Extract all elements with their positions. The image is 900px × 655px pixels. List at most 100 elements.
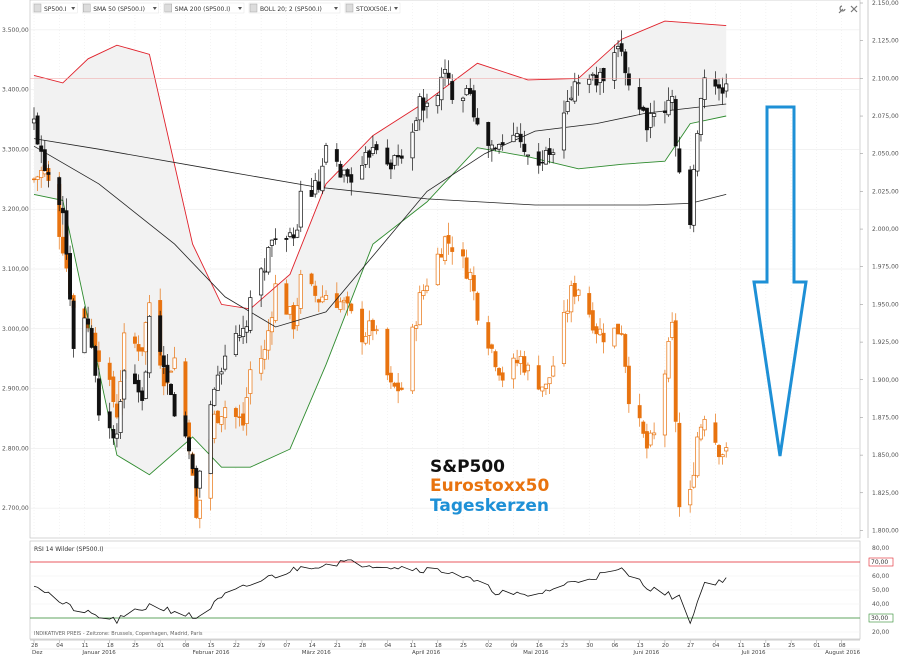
right-tick-label: 1.800,00 (872, 527, 899, 534)
candle (486, 121, 491, 158)
candle (475, 108, 480, 126)
close-icon[interactable] (850, 5, 858, 13)
toolbar-item[interactable]: SP500.I (32, 2, 78, 14)
rsi-tick-label: 50,00 (872, 587, 889, 594)
right-tick-label: 2.100,00 (872, 75, 899, 82)
candle (197, 499, 202, 529)
toolbar-item[interactable]: SMA 50 (SP500.I) (81, 2, 159, 14)
dropdown-arrow-icon[interactable] (334, 7, 338, 10)
x-month-label: Februar 2016 (193, 650, 230, 655)
candle (525, 362, 530, 381)
candle (35, 175, 40, 192)
candle (565, 89, 570, 115)
bollinger-lower-line (33, 115, 727, 476)
candle (233, 406, 238, 429)
left-tick-label: 3.100,00 (2, 266, 29, 273)
rsi-lower-marker: 30,00 (868, 613, 894, 623)
candle (374, 325, 379, 335)
candle (93, 344, 98, 383)
sma50-line (33, 103, 727, 328)
candle (717, 78, 721, 101)
candle (259, 267, 264, 307)
source-text: INDIKATIVER PREIS - Zeitzone: Brussels, … (34, 631, 203, 637)
candle (215, 365, 220, 391)
candle (543, 383, 548, 396)
right-tick-label: 2.075,00 (872, 113, 899, 120)
dropdown-arrow-icon[interactable] (394, 7, 398, 10)
rsi-title: RSI 14 Wilder (SP500.I) (34, 546, 103, 553)
toolbar-item[interactable]: BOLL 20; 2 (SP500.I) (248, 2, 341, 14)
candle (695, 432, 700, 478)
candle (248, 290, 253, 334)
rsi-tick-label: 20,00 (872, 629, 889, 636)
candle (298, 180, 303, 233)
wrench-icon[interactable] (838, 5, 846, 14)
dropdown-arrow-icon[interactable] (152, 7, 157, 10)
candle (717, 444, 721, 465)
candle (695, 130, 700, 177)
candle (388, 159, 393, 179)
dropdown-arrow-icon[interactable] (71, 7, 76, 10)
x-day-label: 01 (813, 643, 820, 649)
x-day-label: 11 (410, 643, 417, 649)
candle (648, 430, 653, 448)
x-day-label: 23 (561, 643, 568, 649)
candle (320, 158, 325, 195)
candle (673, 95, 678, 157)
candle (446, 222, 451, 255)
x-day-label: 06 (611, 643, 618, 649)
candle (641, 420, 646, 438)
candle (284, 279, 289, 315)
candle (601, 67, 606, 93)
x-day-label: 29 (258, 643, 265, 649)
x-day-label: 08 (839, 643, 846, 649)
candle (367, 149, 372, 169)
candle (374, 141, 379, 155)
toolbar-item-swatch (345, 3, 354, 13)
candle (497, 143, 502, 154)
candle (435, 247, 440, 286)
left-tick-label: 3.400,00 (2, 87, 29, 94)
x-day-label: 08 (182, 643, 189, 649)
candle (637, 78, 642, 116)
toolbar-item[interactable]: STOXX50E.I (344, 2, 401, 14)
candle (233, 325, 238, 357)
candle (691, 164, 696, 233)
candle (612, 327, 617, 349)
candle (298, 269, 303, 314)
candle (183, 411, 188, 439)
candle (698, 423, 704, 442)
candle (424, 278, 430, 294)
candle (536, 355, 541, 391)
down-arrow-shape (752, 105, 808, 457)
candle (652, 422, 657, 440)
candle (212, 410, 217, 444)
candle (165, 354, 170, 395)
candle (396, 372, 401, 404)
candle (450, 74, 455, 104)
candle (132, 332, 137, 349)
candle (677, 136, 682, 174)
candle (511, 122, 516, 143)
candle (360, 301, 365, 355)
x-day-label: 21 (334, 643, 341, 649)
x-day-label: 20 (662, 643, 669, 649)
candle (435, 93, 440, 114)
candle (107, 402, 112, 439)
candle (334, 143, 339, 167)
toolbar-item-swatch (33, 3, 42, 13)
candle (673, 313, 678, 433)
candle (720, 453, 725, 465)
candle (323, 290, 329, 300)
svg-text:70,00: 70,00 (871, 559, 888, 566)
candle (244, 387, 249, 436)
x-day-label: 28 (31, 643, 38, 649)
candle (561, 100, 567, 159)
candle (172, 391, 177, 418)
dropdown-arrow-icon[interactable] (238, 7, 242, 10)
x-day-label: 16 (536, 643, 543, 649)
candle (572, 72, 577, 104)
toolbar-item[interactable]: SMA 200 (SP500.I) (163, 2, 245, 14)
x-month-label: August 2016 (825, 650, 860, 655)
